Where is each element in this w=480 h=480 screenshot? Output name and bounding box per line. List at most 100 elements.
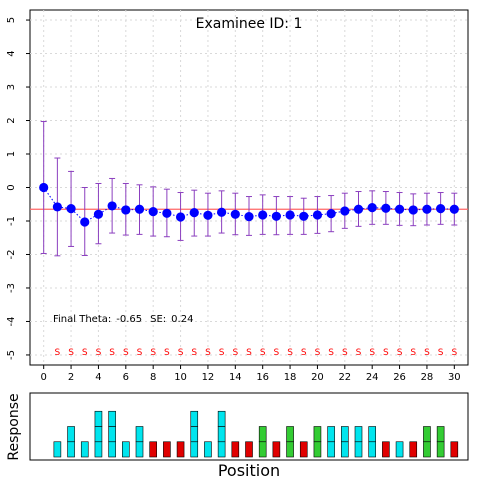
response-bar-22-seg-1: [341, 441, 349, 458]
response-bar-21-seg-2: [327, 426, 335, 443]
response-bar-14-seg-1: [231, 441, 240, 458]
response-bar-16-seg-2: [258, 426, 267, 443]
theta-point-23: [353, 204, 364, 214]
s-marker-8: S: [150, 348, 156, 358]
response-bar-1-seg-1: [53, 441, 62, 458]
x-tick-label-14: 14: [229, 372, 242, 383]
response-bar-9-seg-1: [163, 441, 171, 458]
response-bar-12-seg-1: [204, 441, 212, 458]
s-marker-3: S: [82, 348, 88, 358]
response-bar-29-seg-2: [436, 426, 445, 443]
response-bar-28-seg-1: [423, 441, 431, 458]
response-bar-28-seg-2: [423, 426, 431, 443]
x-tick-label-6: 6: [123, 372, 129, 383]
chart-title: Examinee ID: 1: [196, 16, 303, 32]
response-bar-6-seg-1: [122, 441, 130, 458]
theta-point-9: [162, 208, 172, 218]
response-plot-frame: [29, 392, 469, 461]
theta-point-27: [408, 205, 418, 215]
s-marker-10: S: [178, 348, 184, 358]
theta-point-21: [326, 209, 336, 219]
theta-point-6: [121, 205, 131, 215]
y-tick-label--5: -5: [6, 350, 17, 360]
y-tick-label-3: 3: [6, 84, 17, 90]
theta-point-11: [189, 208, 199, 218]
s-marker-13: S: [219, 348, 225, 358]
theta-point-26: [394, 204, 405, 214]
y-tick-label-4: 4: [6, 50, 17, 56]
response-bar-3-seg-1: [80, 441, 89, 458]
response-bar-17-seg-1: [272, 441, 281, 458]
s-marker-19: S: [301, 348, 307, 358]
theta-point-0: [39, 182, 49, 193]
theta-point-4: [93, 209, 104, 219]
response-bar-5-seg-2: [108, 426, 116, 443]
theta-point-10: [175, 212, 186, 222]
theta-point-7: [134, 204, 145, 214]
se-label: SE:: [150, 314, 166, 325]
x-tick-label-10: 10: [174, 372, 187, 383]
s-marker-21: S: [328, 348, 334, 358]
y-tick-label--4: -4: [6, 316, 17, 326]
response-bar-18-seg-1: [286, 441, 294, 458]
response-bar-19-seg-1: [299, 441, 308, 458]
s-marker-4: S: [96, 348, 102, 358]
x-tick-label-2: 2: [68, 372, 74, 383]
s-marker-1: S: [55, 348, 61, 358]
y-axis-title: Response: [6, 393, 22, 460]
s-marker-5: S: [109, 348, 115, 358]
s-marker-22: S: [342, 348, 348, 358]
error-bars: [40, 121, 458, 257]
response-bar-27-seg-1: [409, 441, 418, 458]
response-bar-30-seg-1: [450, 441, 459, 458]
s-marker-24: S: [369, 348, 375, 358]
response-bar-18-seg-2: [286, 426, 294, 443]
response-bar-23-seg-2: [354, 426, 363, 443]
s-marker-25: S: [383, 348, 389, 358]
x-axis-ticks: 0 2 4 6 8 10 12 14 16 18 20 22 24 26 28 30: [41, 365, 461, 383]
response-bar-5-seg-1: [108, 441, 116, 458]
theta-point-14: [230, 209, 240, 219]
s-marker-23: S: [356, 348, 362, 358]
response-bar-10-seg-1: [176, 441, 185, 458]
se-value: 0.24: [171, 314, 193, 325]
response-bar-11-seg-1: [190, 441, 199, 458]
theta-point-3: [80, 217, 90, 227]
response-bar-4-seg-1: [94, 441, 103, 458]
response-bar-20-seg-2: [313, 426, 322, 443]
s-marker-30: S: [451, 348, 457, 358]
response-bar-5-seg-3: [108, 410, 116, 427]
theta-point-12: [203, 210, 213, 220]
y-tick-label--1: -1: [6, 216, 17, 226]
y-tick-label--2: -2: [6, 249, 17, 259]
response-bar-11-seg-3: [190, 410, 199, 427]
x-tick-label-24: 24: [366, 372, 379, 383]
theta-point-19: [299, 211, 309, 221]
y-tick-label-2: 2: [6, 117, 17, 123]
s-marker-15: S: [246, 348, 252, 358]
theta-points: [39, 182, 459, 227]
response-bar-7-seg-1: [135, 441, 144, 458]
final-theta-note: Final Theta: -0.65 SE: 0.24: [53, 314, 193, 325]
y-tick-label-5: 5: [6, 17, 17, 23]
x-tick-label-26: 26: [393, 372, 406, 383]
response-bars: [53, 410, 459, 458]
s-marker-28: S: [424, 348, 430, 358]
x-tick-label-20: 20: [311, 372, 324, 383]
theta-point-18: [285, 210, 295, 220]
response-bar-22-seg-2: [341, 426, 349, 443]
theta-point-2: [66, 203, 76, 214]
theta-plot-grid: [30, 10, 468, 365]
final-theta-value: -0.65: [116, 314, 142, 325]
response-bar-15-seg-1: [245, 441, 253, 458]
s-marker-2: S: [68, 348, 74, 358]
response-bar-26-seg-1: [395, 441, 404, 458]
response-bar-29-seg-1: [436, 441, 445, 458]
s-marker-20: S: [315, 348, 321, 358]
s-marker-14: S: [232, 348, 238, 358]
response-bar-13-seg-1: [217, 441, 226, 458]
